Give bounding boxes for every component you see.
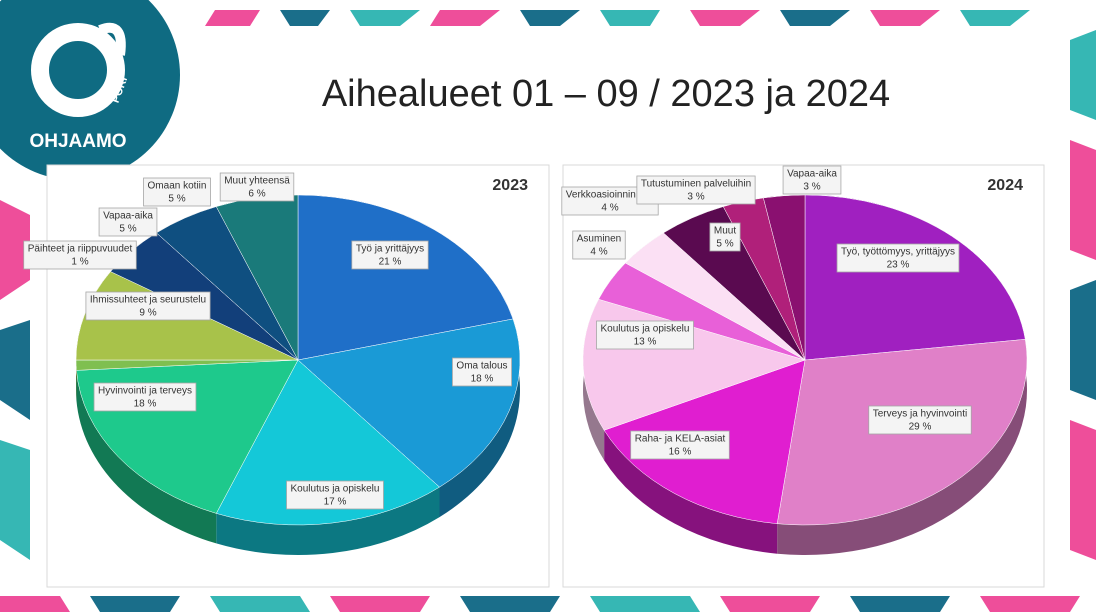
- label-box: [93, 382, 197, 412]
- value-label: 5 %: [716, 239, 733, 250]
- label-box: [351, 240, 429, 270]
- category-label: Vapaa-aika: [103, 211, 153, 222]
- slice-side: [777, 339, 1028, 555]
- label-box: [868, 405, 972, 435]
- label-box: [836, 243, 960, 273]
- value-label: 6 %: [248, 189, 265, 200]
- slice: [763, 194, 806, 361]
- value-label: 13 %: [634, 337, 657, 348]
- slice-side: [76, 370, 217, 544]
- decor: [0, 10, 1096, 612]
- label-box: [98, 207, 158, 237]
- category-label: Muut: [714, 226, 736, 237]
- data-label: Hyvinvointi ja terveys 18 %: [93, 382, 197, 412]
- label-box: [85, 291, 211, 321]
- label-box: [630, 430, 730, 460]
- category-label: Oma talous: [456, 361, 507, 372]
- value-label: 18 %: [134, 399, 157, 410]
- value-label: 1 %: [71, 257, 88, 268]
- data-label: Päihteet ja riippuvuudet 1 %: [23, 240, 137, 270]
- label-box: [143, 177, 211, 207]
- value-label: 17 %: [324, 497, 347, 508]
- label-box: [636, 175, 756, 205]
- label-box: [23, 240, 137, 270]
- data-labels: Työ ja yrittäjyys 21 % Oma talous 18 % Koulu…: [23, 172, 512, 510]
- value-label: 4 %: [601, 203, 618, 214]
- slide-title: Aihealueet 01 – 09 / 2023 ja 2024: [322, 73, 890, 115]
- category-label: Muut yhteensä: [224, 176, 290, 187]
- category-label: Päihteet ja riippuvuudet: [28, 244, 133, 255]
- value-label: 29 %: [909, 422, 932, 433]
- label-box: [572, 230, 626, 260]
- value-label: 3 %: [803, 182, 820, 193]
- value-label: 18 %: [471, 374, 494, 385]
- label-box: [286, 480, 384, 510]
- value-label: 16 %: [669, 447, 692, 458]
- category-label: Työ ja yrittäjyys: [356, 244, 424, 255]
- data-label: Työ ja yrittäjyys 21 %: [351, 240, 429, 270]
- data-label: Muut 5 %: [709, 222, 741, 252]
- chart-title: 2024: [987, 177, 1023, 194]
- category-label: Tutustuminen palveluihin: [641, 179, 751, 190]
- data-label: Tutustuminen palveluihin 3 %: [636, 175, 756, 205]
- label-box: [219, 172, 295, 202]
- category-label: Hyvinvointi ja terveys: [98, 386, 192, 397]
- data-label: Koulutus ja opiskelu 13 %: [596, 320, 694, 350]
- logo: PORI OHJAAMO: [0, 0, 180, 180]
- data-label: Verkkoasioinnin tuki 4 %: [561, 186, 659, 216]
- data-label: Asuminen 4 %: [572, 230, 626, 260]
- logo-brand: OHJAAMO: [29, 131, 126, 152]
- data-labels: Työ, työttömyys, yrittäjyys 23 % Terveys j…: [561, 165, 972, 460]
- category-label: Terveys ja hyvinvointi: [873, 409, 967, 420]
- label-box: [782, 165, 842, 195]
- slice: [804, 194, 1026, 361]
- data-label: Omaan kotiin 5 %: [143, 177, 211, 207]
- data-label: Muut yhteensä 6 %: [219, 172, 295, 202]
- value-label: 3 %: [687, 192, 704, 203]
- category-label: Koulutus ja opiskelu: [291, 484, 380, 495]
- category-label: Raha- ja KELA-asiat: [635, 434, 726, 445]
- value-label: 23 %: [887, 260, 910, 271]
- category-label: Omaan kotiin: [148, 181, 207, 192]
- value-label: 5 %: [119, 224, 136, 235]
- data-label: Ihmissuhteet ja seurustelu 9 %: [85, 291, 211, 321]
- slice-side: [439, 318, 520, 518]
- slice: [297, 194, 514, 361]
- label-box: [709, 222, 741, 252]
- data-label: Oma talous 18 %: [452, 357, 512, 387]
- pie-tops: [582, 194, 1028, 526]
- value-label: 9 %: [139, 308, 156, 319]
- category-label: Ihmissuhteet ja seurustelu: [90, 295, 206, 306]
- data-label: Työ, työttömyys, yrittäjyys 23 %: [836, 243, 960, 273]
- slice-side: [604, 430, 778, 554]
- category-label: Verkkoasioinnin tuki: [566, 190, 654, 201]
- label-box: [596, 320, 694, 350]
- category-label: Työ, työttömyys, yrittäjyys: [841, 247, 955, 258]
- category-label: Vapaa-aika: [787, 169, 837, 180]
- value-label: 21 %: [379, 257, 402, 268]
- slice-side: [216, 487, 440, 555]
- chart-title: 2023: [492, 177, 528, 194]
- data-label: Raha- ja KELA-asiat 16 %: [630, 430, 730, 460]
- data-label: Koulutus ja opiskelu 17 %: [286, 480, 384, 510]
- data-label: Terveys ja hyvinvointi 29 %: [868, 405, 972, 435]
- value-label: 4 %: [590, 247, 607, 258]
- data-label: Vapaa-aika 3 %: [782, 165, 842, 195]
- category-label: Koulutus ja opiskelu: [601, 324, 690, 335]
- value-label: 5 %: [168, 194, 185, 205]
- category-label: Asuminen: [577, 234, 621, 245]
- label-box: [452, 357, 512, 387]
- data-label: Vapaa-aika 5 %: [98, 207, 158, 237]
